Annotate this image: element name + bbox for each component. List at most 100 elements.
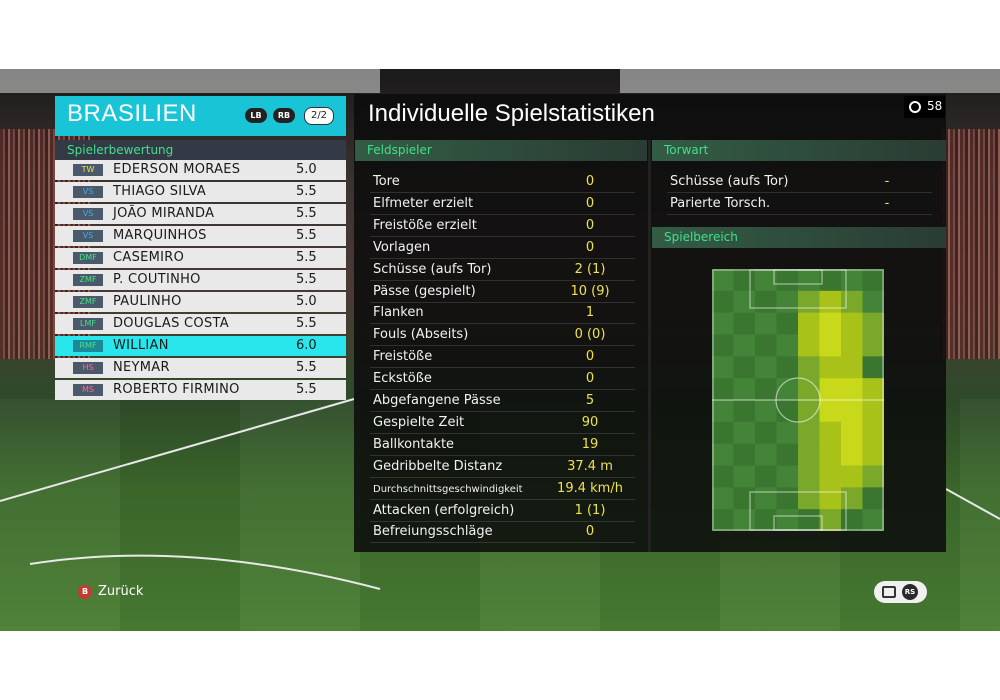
stadium-roof-right xyxy=(620,69,1000,93)
stat-row: Freistöße erzielt 0 xyxy=(370,215,635,237)
stat-value: 90 xyxy=(581,414,599,430)
stat-label: Durchschnittsgeschwindigkeit xyxy=(373,483,523,495)
stat-label: Vorlagen xyxy=(373,239,431,255)
stat-value: - xyxy=(884,174,890,189)
position-tag: LMF xyxy=(73,318,103,330)
heatmap-cell xyxy=(819,400,842,423)
stat-label: Gedribbelte Distanz xyxy=(373,458,503,474)
player-row[interactable]: VS THIAGO SILVA 5.5 xyxy=(55,182,346,202)
heatmap-cell xyxy=(819,509,842,532)
stat-value: 0 xyxy=(585,239,595,255)
player-score: 5.5 xyxy=(296,272,317,287)
heatmap-cell xyxy=(733,421,756,445)
heatmap-cell xyxy=(798,269,820,292)
lb-button[interactable]: LB xyxy=(245,108,267,123)
player-row[interactable]: VS JOÃO MIRANDA 5.5 xyxy=(55,204,346,224)
player-row[interactable]: ZMF PAULINHO 5.0 xyxy=(55,292,346,312)
stat-label: Schüsse (aufs Tor) xyxy=(670,174,789,189)
heatmap-cell xyxy=(712,400,734,423)
player-row[interactable]: VS MARQUINHOS 5.5 xyxy=(55,226,346,246)
heatmap-cell xyxy=(841,334,863,357)
keeper-stat-row: Schüsse (aufs Tor) - xyxy=(667,171,932,193)
team-header: BRASILIEN LB RB 2/2 xyxy=(55,96,346,136)
stat-row: Befreiungsschläge 0 xyxy=(370,521,635,544)
heatmap-cell xyxy=(712,334,734,357)
heatmap-top-goal-box xyxy=(773,269,823,285)
match-timer: 58 xyxy=(904,96,945,118)
player-row[interactable]: LMF DOUGLAS COSTA 5.5 xyxy=(55,314,346,334)
heatmap-cell xyxy=(798,334,820,357)
heatmap-cell xyxy=(712,465,734,488)
player-row[interactable]: DMF CASEMIRO 5.5 xyxy=(55,248,346,268)
heatmap-cell xyxy=(862,509,885,532)
position-tag: DMF xyxy=(73,252,103,264)
page-indicator: 2/2 xyxy=(304,107,334,125)
heatmap-cell xyxy=(841,509,863,532)
stat-value: 5 xyxy=(585,393,595,408)
position-tag: VS xyxy=(73,230,103,242)
heatmap-cell xyxy=(755,269,777,292)
stat-row: Tore 0 xyxy=(370,171,635,193)
stat-label: Gespielte Zeit xyxy=(373,414,465,430)
heatmap-cell xyxy=(819,356,842,379)
heatmap-cell xyxy=(733,290,756,314)
heatmap-cell xyxy=(841,312,863,335)
heatmap-cell xyxy=(755,334,777,357)
heatmap-svg xyxy=(712,269,885,532)
heatmap-cell xyxy=(819,290,842,314)
chat-button[interactable]: RS xyxy=(874,581,927,603)
stat-label: Eckstöße xyxy=(373,371,432,387)
panel-divider xyxy=(648,140,651,552)
play-area-header: Spielbereich xyxy=(652,227,946,248)
player-row[interactable]: TW EDERSON MORAES 5.0 xyxy=(55,160,346,180)
stat-label: Freistöße erzielt xyxy=(373,217,477,233)
stat-value: 0 xyxy=(585,217,595,233)
stat-row: Flanken 1 xyxy=(370,302,635,325)
player-row[interactable]: MS ROBERTO FIRMINO 5.5 xyxy=(55,380,346,400)
heatmap-cell xyxy=(776,400,799,423)
rb-button[interactable]: RB xyxy=(273,108,295,123)
stat-value: 37.4 m xyxy=(567,458,613,474)
stat-label: Abgefangene Pässe xyxy=(373,393,501,408)
heatmap-cell xyxy=(712,443,734,466)
player-name: ROBERTO FIRMINO xyxy=(113,382,240,397)
heatmap-cell xyxy=(862,269,885,292)
player-row[interactable]: ZMF P. COUTINHO 5.5 xyxy=(55,270,346,290)
heatmap-cell xyxy=(862,400,885,423)
player-row[interactable]: RMF WILLIAN 6.0 xyxy=(55,336,346,356)
b-button-icon: B xyxy=(78,585,92,599)
position-tag: MS xyxy=(73,384,103,396)
heatmap-cell xyxy=(755,465,777,488)
heatmap-cell xyxy=(819,443,842,466)
player-row[interactable]: HS NEYMAR 5.5 xyxy=(55,358,346,378)
player-score: 5.5 xyxy=(296,184,317,199)
heatmap-cell xyxy=(776,443,799,466)
position-tag: ZMF xyxy=(73,274,103,286)
stat-row: Ballkontakte 19 xyxy=(370,434,635,456)
heatmap-cell xyxy=(862,465,885,488)
heatmap-cell xyxy=(819,487,842,510)
heatmap-cell xyxy=(819,334,842,357)
stat-value: - xyxy=(884,196,890,211)
heatmap-cell xyxy=(841,465,863,488)
heatmap-cell xyxy=(776,334,799,357)
heatmap-cell xyxy=(798,465,820,488)
heatmap-cell xyxy=(862,356,885,379)
heatmap-cell xyxy=(798,290,820,314)
heatmap-cell xyxy=(755,290,777,314)
player-score: 5.0 xyxy=(296,294,317,309)
stat-value: 1 (1) xyxy=(574,502,606,518)
heatmap-cell xyxy=(776,487,799,510)
stat-value: 0 xyxy=(585,195,595,211)
heatmap-cell xyxy=(862,487,885,510)
timer-value: 58 xyxy=(927,99,943,113)
player-name: DOUGLAS COSTA xyxy=(113,316,229,331)
stat-label: Pässe (gespielt) xyxy=(373,283,476,299)
heatmap-cell xyxy=(755,378,777,401)
heatmap-cell xyxy=(798,356,820,379)
heatmap-cell xyxy=(755,443,777,466)
rs-button-icon: RS xyxy=(902,584,918,600)
heatmap-cell xyxy=(776,421,799,445)
position-tag: HS xyxy=(73,362,103,374)
heatmap-cell xyxy=(862,312,885,335)
